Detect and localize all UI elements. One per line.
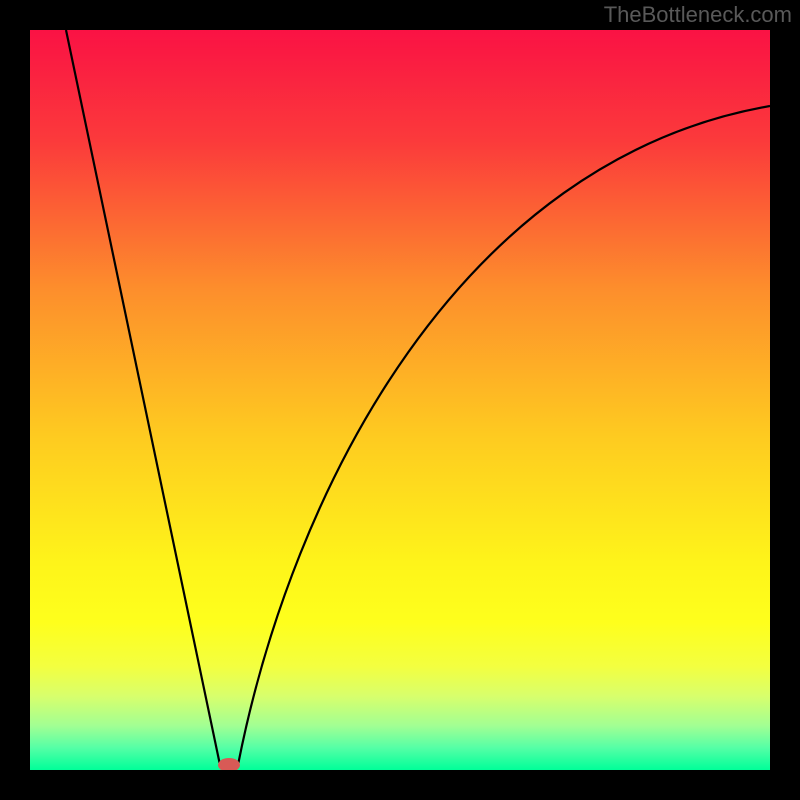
gradient-background (30, 30, 770, 770)
chart-frame: TheBottleneck.com (0, 0, 800, 800)
plot-area (30, 30, 770, 770)
watermark-text: TheBottleneck.com (604, 2, 792, 28)
plot-svg (30, 30, 770, 770)
